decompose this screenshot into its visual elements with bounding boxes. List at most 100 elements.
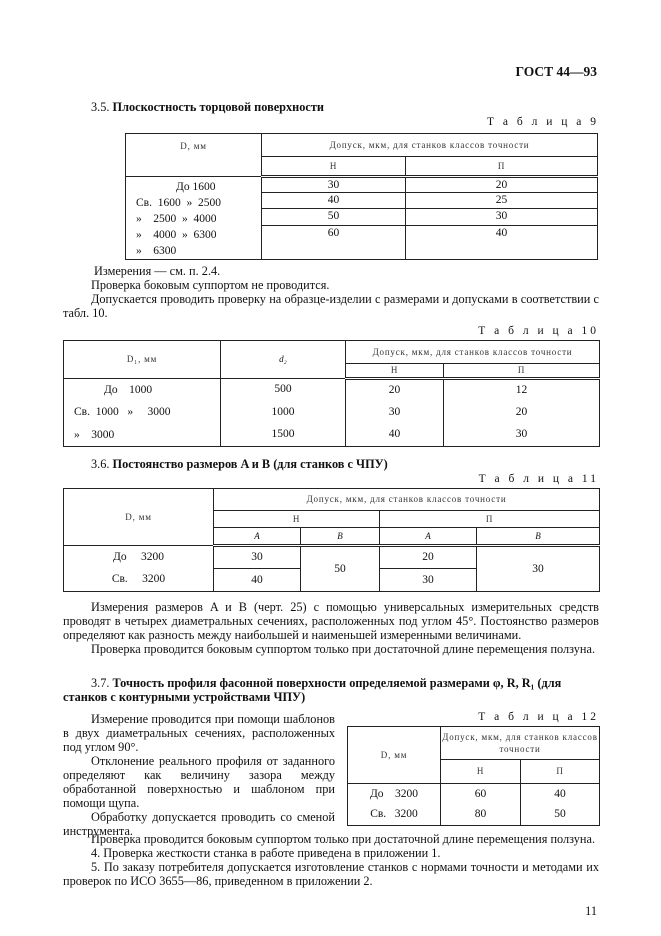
section-title: Точность профиля фасонной поверхности оп… xyxy=(63,676,562,704)
d-cell: До 1000 xyxy=(63,378,221,401)
col-a-header: A xyxy=(213,527,301,547)
paragraph-block: Измерение проводится при помощи шаблонов… xyxy=(63,712,335,838)
h-value: 50 xyxy=(261,208,406,226)
col-d-header: D, мм xyxy=(63,488,214,546)
col-p-header: П xyxy=(519,759,601,784)
d-value: Св. 1600 » 2500 xyxy=(136,197,221,209)
table-11-caption: Т а б л и ц а 11 xyxy=(478,473,599,485)
d-value: » 2500 » 4000 xyxy=(136,213,217,225)
col-d1-header: D₁, мм xyxy=(63,340,221,379)
d2-cell: 500 xyxy=(220,378,346,401)
d-value: До 1600 xyxy=(176,181,216,193)
p-cell: 12 xyxy=(442,378,601,401)
d-cell: Св. 3200 xyxy=(63,568,214,592)
paragraph: Допускается проводить проверку на образц… xyxy=(63,292,599,320)
p-b-cell: 30 xyxy=(475,545,601,592)
section-title: Постоянство размеров A и B (для станков … xyxy=(112,457,388,471)
col-h-header: Н xyxy=(345,363,444,380)
d-value: » 6300 xyxy=(136,245,177,257)
col-p-header: П xyxy=(404,156,599,178)
section-number: 3.7. xyxy=(91,676,110,690)
paragraph: Измерение проводится при помощи шаблонов… xyxy=(63,712,335,754)
h-cell: 40 xyxy=(345,423,444,447)
section-title: Плоскостность торцовой поверхности xyxy=(112,100,324,114)
p-a-cell: 30 xyxy=(379,568,477,592)
h-cell: 60 xyxy=(440,783,521,805)
p-a-cell: 20 xyxy=(379,545,477,569)
paragraph: Измерения — см. п. 2.4. xyxy=(94,264,221,278)
section-number: 3.5. xyxy=(91,100,110,114)
table-row: Св. 3200 80 50 xyxy=(347,804,601,826)
table-10-caption: Т а б л и ц а 10 xyxy=(478,325,599,337)
table-row: До 1000 500 20 12 xyxy=(63,378,601,401)
col-b-header: B xyxy=(300,527,380,547)
d2-cell: 1500 xyxy=(220,423,346,447)
section-3-7-heading: 3.7. Точность профиля фасонной поверхнос… xyxy=(63,676,599,704)
col-d2-header: d₂ xyxy=(220,340,346,379)
table-row: Св. 1000 » 3000 1000 30 20 xyxy=(63,400,601,424)
table-11: D, мм Допуск, мкм, для станков классов то… xyxy=(63,488,601,592)
page-number: 11 xyxy=(585,904,597,918)
col-a-header: A xyxy=(379,527,477,547)
p-cell: 30 xyxy=(442,423,601,447)
d-cell: Св. 3200 xyxy=(347,804,441,826)
d-value: » 4000 » 6300 xyxy=(136,229,217,241)
col-d-header: D, мм xyxy=(347,726,441,784)
p-value: 30 xyxy=(404,208,599,226)
d-cell: » 3000 xyxy=(63,423,221,447)
h-value: 60 xyxy=(261,224,406,261)
paragraph: Обработку допускается проводить со смено… xyxy=(63,810,335,838)
col-h-header: Н xyxy=(213,510,380,528)
col-group-header: Допуск, мкм, для станков классов точност… xyxy=(212,488,601,511)
paragraph-block: Проверка проводится боковым суппортом то… xyxy=(63,832,599,888)
section-number: 3.6. xyxy=(91,457,110,471)
h-cell: 80 xyxy=(440,804,521,826)
h-cell: 20 xyxy=(345,378,444,401)
p-cell: 40 xyxy=(519,783,601,805)
col-d-header: D, мм xyxy=(125,133,262,177)
table-12-caption: Т а б л и ц а 12 xyxy=(478,711,599,723)
table-row: Св. 3200 40 30 xyxy=(63,568,600,592)
p-cell: 50 xyxy=(519,804,601,826)
p-value: 40 xyxy=(404,224,599,261)
col-h-header: Н xyxy=(261,156,406,178)
d-cell: До 3200 xyxy=(63,545,214,569)
p-value: 25 xyxy=(404,192,599,210)
paragraph: Измерения размеров A и B (черт. 25) с по… xyxy=(63,600,599,642)
table-row: До 3200 60 40 xyxy=(347,783,601,805)
paragraph-block: Измерения размеров A и B (черт. 25) с по… xyxy=(63,600,599,656)
d-values-cell: До 1600 Св. 1600 » 2500 » 2500 » 4000 » … xyxy=(125,176,262,260)
h-a-cell: 30 xyxy=(213,545,301,569)
section-3-6-heading: 3.6. Постоянство размеров A и B (для ста… xyxy=(91,457,388,471)
d-cell: До 3200 xyxy=(347,783,441,805)
paragraph: Проверка проводится боковым суппортом то… xyxy=(91,832,596,846)
col-h-header: Н xyxy=(440,759,521,784)
paragraph: Отклонение реального профиля от заданног… xyxy=(63,754,335,810)
table-row: » 3000 1500 40 30 xyxy=(63,423,601,447)
table-9: D, мм Допуск, мкм, для станков классов то… xyxy=(125,133,599,261)
paragraph: Проверка проводится боковым суппортом то… xyxy=(91,642,596,656)
paragraph-block: Измерения — см. п. 2.4. Проверка боковым… xyxy=(63,264,599,320)
table-10: D₁, мм d₂ Допуск, мкм, для станков классов… xyxy=(63,340,601,447)
p-cell: 20 xyxy=(442,400,601,424)
col-group-header: Допуск, мкм, для станков классов точност… xyxy=(344,340,601,364)
col-group-header: Допуск, мкм, для станков классов точност… xyxy=(439,726,601,760)
col-b-header: B xyxy=(475,527,601,547)
p-value: 20 xyxy=(404,175,599,194)
h-b-cell: 50 xyxy=(300,545,380,592)
d-cell: Св. 1000 » 3000 xyxy=(63,400,221,424)
h-cell: 30 xyxy=(345,400,444,424)
h-value: 30 xyxy=(261,175,406,194)
table-9-caption: Т а б л и ц а 9 xyxy=(486,116,599,128)
paragraph: 4. Проверка жесткости станка в работе пр… xyxy=(91,846,441,860)
table-row: До 3200 30 50 20 30 xyxy=(63,545,601,592)
document-code: ГОСТ 44—93 xyxy=(515,64,597,79)
h-a-cell: 40 xyxy=(213,568,301,592)
d2-cell: 1000 xyxy=(220,400,346,424)
h-value: 40 xyxy=(261,192,406,210)
col-p-header: П xyxy=(442,363,601,380)
col-group-header: Допуск, мкм, для станков классов точност… xyxy=(260,133,599,157)
section-3-5-heading: 3.5. Плоскостность торцовой поверхности xyxy=(91,100,324,114)
table-12: D, мм Допуск, мкм, для станков классов то… xyxy=(347,726,601,826)
paragraph: Проверка боковым суппортом не проводится… xyxy=(91,278,330,292)
